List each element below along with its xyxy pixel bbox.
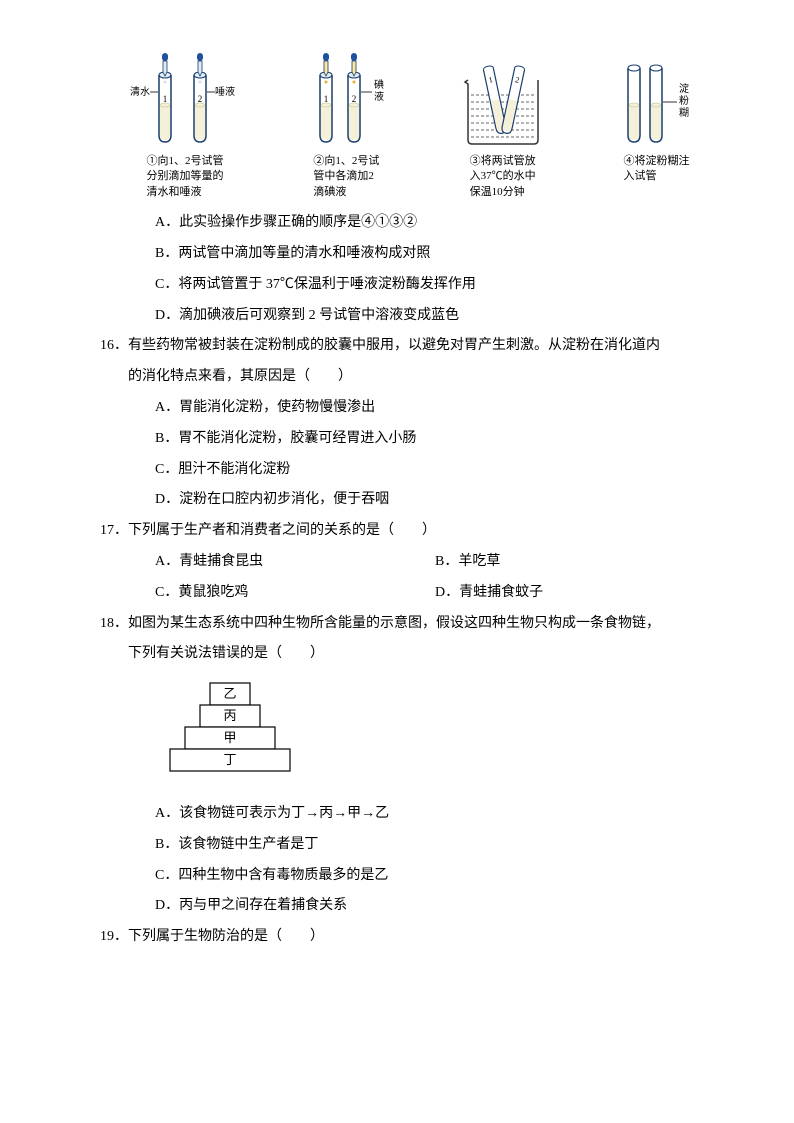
diagram-4: 淀 粉 糊 ④将淀粉糊注 入试管 <box>609 50 704 200</box>
svg-text:唾液: 唾液 <box>215 85 235 98</box>
q18-option-c: C．四种生物中含有毒物质最多的是乙 <box>155 861 704 892</box>
diagram-4-caption: ④将淀粉糊注 入试管 <box>623 154 689 185</box>
q15-option-b: B．两试管中滴加等量的清水和唾液构成对照 <box>155 239 704 270</box>
experiment-diagrams: 1 2 清水 唾 <box>130 50 704 200</box>
svg-text:乙: 乙 <box>223 686 236 701</box>
q18-text-line2: 下列有关说法错误的是（ ） <box>128 639 704 670</box>
q19-text: 19．下列属于生物防治的是（ ） <box>100 922 704 953</box>
q15-option-c: C．将两试管置于 37℃保温利于唾液淀粉酶发挥作用 <box>155 270 704 301</box>
q16-option-c: C．胆汁不能消化淀粉 <box>155 455 704 486</box>
diagram-3-caption: ③将两试管放 入37℃的水中 保温10分钟 <box>470 154 536 200</box>
q17-text: 17．下列属于生产者和消费者之间的关系的是（ ） <box>100 516 704 547</box>
svg-text:甲: 甲 <box>223 730 236 745</box>
diagram-1-svg: 1 2 清水 唾 <box>130 50 240 150</box>
q15-option-d: D．滴加碘液后可观察到 2 号试管中溶液变成蓝色 <box>155 301 704 332</box>
q17-option-b: B．羊吃草 <box>435 547 704 578</box>
q17-options-row2: C．黄鼠狼吃鸡 D．青蛙捕食蚊子 <box>100 578 704 609</box>
q16-option-d: D．淀粉在口腔内初步消化，便于吞咽 <box>155 485 704 516</box>
q17-option-a: A．青蛙捕食昆虫 <box>155 547 435 578</box>
diagram-2-caption: ②向1、2号试 管中各滴加2 滴碘液 <box>313 154 379 200</box>
svg-text:1: 1 <box>163 94 168 104</box>
energy-pyramid: 乙 丙 甲 丁 <box>155 678 704 791</box>
q16-option-a: A．胃能消化淀粉，使药物慢慢渗出 <box>155 393 704 424</box>
svg-text:丙: 丙 <box>223 708 236 723</box>
svg-text:淀: 淀 <box>679 82 689 95</box>
svg-text:2: 2 <box>352 94 357 104</box>
svg-text:2: 2 <box>198 94 203 104</box>
q16-text-line2: 的消化特点来看，其原因是（ ） <box>128 362 704 393</box>
svg-text:粉: 粉 <box>679 94 689 107</box>
svg-text:清水: 清水 <box>130 85 150 98</box>
svg-text:丁: 丁 <box>223 752 236 767</box>
q17-option-d: D．青蛙捕食蚊子 <box>435 578 704 609</box>
q17-option-c: C．黄鼠狼吃鸡 <box>155 578 435 609</box>
q16-option-b: B．胃不能消化淀粉，胶囊可经胃进入小肠 <box>155 424 704 455</box>
q18-option-d: D．丙与甲之间存在着捕食关系 <box>155 891 704 922</box>
svg-text:碘: 碘 <box>374 78 384 91</box>
diagram-2-svg: 1 2 碘 液 <box>296 50 396 150</box>
q17-options-row1: A．青蛙捕食昆虫 B．羊吃草 <box>100 547 704 578</box>
svg-text:糊: 糊 <box>679 106 689 119</box>
diagram-1: 1 2 清水 唾 <box>130 50 240 200</box>
diagram-4-svg: 淀 粉 糊 <box>609 50 704 150</box>
diagram-1-caption: ①向1、2号试管 分别滴加等量的 清水和唾液 <box>147 154 224 200</box>
q18-option-b: B．该食物链中生产者是丁 <box>155 830 704 861</box>
q15-option-a: A．此实验操作步骤正确的顺序是④①③② <box>155 208 704 239</box>
diagram-3: 1 2 ③将两试管放 入37℃的水中 保温10分钟 <box>453 50 553 200</box>
diagram-3-svg: 1 2 <box>453 50 553 150</box>
diagram-2: 1 2 碘 液 ②向1、 <box>296 50 396 200</box>
q16-text-line1: 16．有些药物常被封装在淀粉制成的胶囊中服用，以避免对胃产生刺激。从淀粉在消化道… <box>100 331 704 362</box>
svg-text:液: 液 <box>374 90 384 103</box>
svg-text:1: 1 <box>324 94 329 104</box>
q18-option-a: A．该食物链可表示为丁→丙→甲→乙 <box>155 799 704 830</box>
q18-text-line1: 18．如图为某生态系统中四种生物所含能量的示意图，假设这四种生物只构成一条食物链… <box>100 609 704 640</box>
